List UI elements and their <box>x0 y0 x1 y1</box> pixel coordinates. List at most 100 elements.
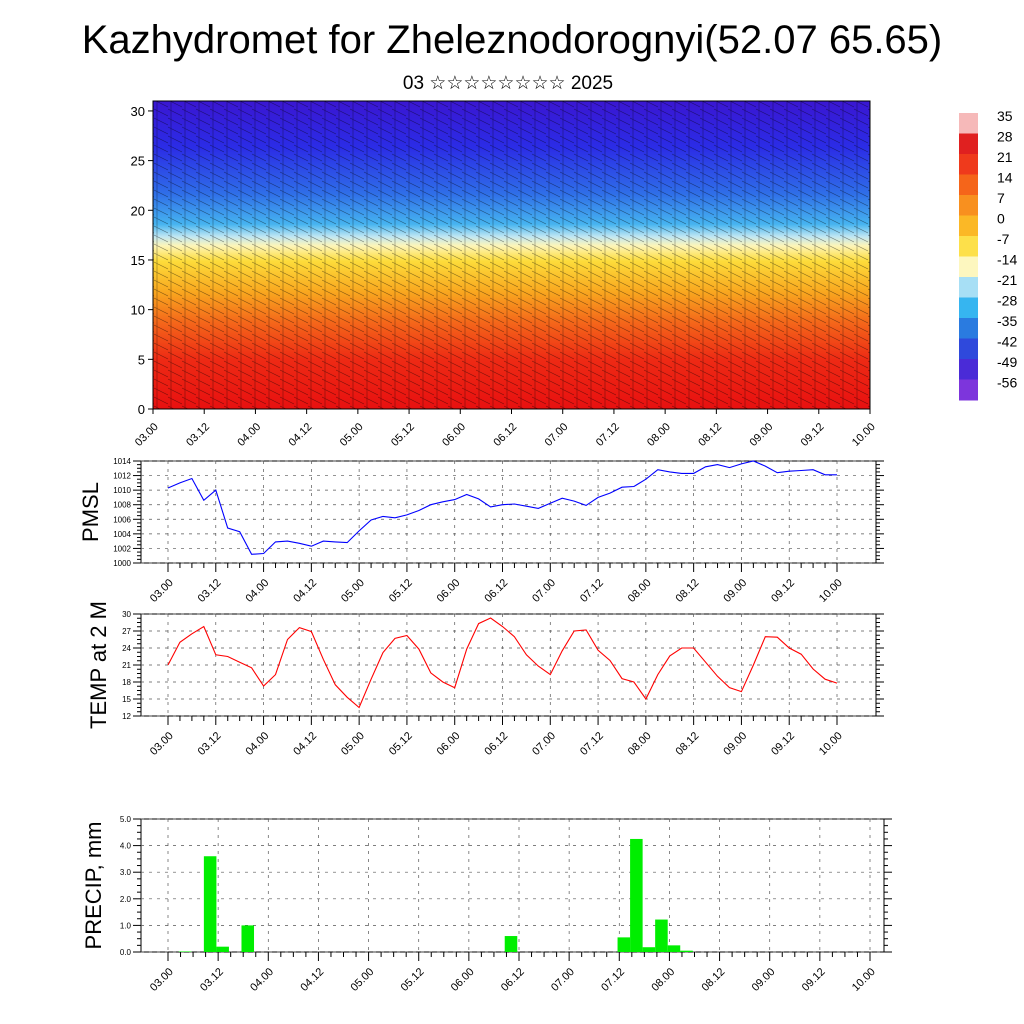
y-tick-label: 5 <box>138 352 145 367</box>
colorbar-swatch <box>959 359 978 380</box>
x-tick-label: 04.00 <box>243 730 271 758</box>
colorbar-label: 35 <box>997 108 1013 124</box>
colorbar-label: -7 <box>997 231 1010 247</box>
x-tick-label: 07.00 <box>530 730 558 758</box>
y-tick-label: 1002 <box>113 544 131 553</box>
x-tick-label: 07.12 <box>599 966 627 994</box>
x-tick-label: 04.12 <box>291 730 319 758</box>
colorbar-swatch <box>959 277 978 298</box>
colorbar-swatch <box>959 133 978 155</box>
colorbar-label: -49 <box>997 354 1017 370</box>
y-tick-label: 21 <box>122 661 131 670</box>
colorbar-swatch <box>959 379 978 401</box>
temperature-cross-section-panel: 0 5 10 15 20 25 30 03.00 03.12 04.00 04.12 05.00 05.… <box>131 100 878 449</box>
x-tick-label: 08.12 <box>674 577 702 605</box>
y-tick-label: 5.0 <box>120 815 132 824</box>
x-tick-label: 08.00 <box>626 577 654 605</box>
colorbar-swatch <box>959 236 978 257</box>
plot-frame <box>140 460 877 564</box>
x-tick-label: 09.12 <box>769 577 797 605</box>
temp-2m-panel: 12 15 18 21 24 27 30 03.00 03.12 04.00 04.12 05.00 0… <box>86 601 884 758</box>
x-tick-label: 04.00 <box>235 421 263 449</box>
x-tick-label: 03.00 <box>148 730 176 758</box>
x-tick-label: 05.12 <box>387 577 415 605</box>
y-tick-label: 0.0 <box>120 948 132 957</box>
colorbar-label: 7 <box>997 190 1005 206</box>
x-tick-label: 04.00 <box>248 966 276 994</box>
x-tick-label: 03.00 <box>133 421 161 449</box>
x-tick-label: 06.00 <box>449 966 477 994</box>
x-tick-label: 09.00 <box>750 966 778 994</box>
series-line <box>167 460 837 555</box>
colorbar-label: 21 <box>997 149 1013 165</box>
x-tick-label: 06.12 <box>482 730 510 758</box>
x-tick-label: 05.12 <box>387 730 415 758</box>
x-tick-label: 05.12 <box>389 421 417 449</box>
precip-bar <box>680 950 693 952</box>
x-tick-label: 06.12 <box>482 577 510 605</box>
x-tick-label: 03.00 <box>148 577 176 605</box>
x-tick-label: 09.00 <box>747 421 775 449</box>
y-tick-label: 24 <box>122 644 131 653</box>
x-tick-label: 08.12 <box>674 730 702 758</box>
x-tick-label: 06.00 <box>440 421 468 449</box>
x-tick-label: 08.00 <box>626 730 654 758</box>
y-tick-label: 1000 <box>113 559 131 568</box>
x-tick-label: 05.00 <box>339 577 367 605</box>
colorbar-swatch <box>959 256 978 278</box>
x-tick-label: 05.00 <box>348 966 376 994</box>
precip-panel: 0.0 1.0 2.0 3.0 4.0 5.0 03.00 03.12 04.00 04.12 05… <box>81 815 892 994</box>
y-tick-label: 1010 <box>113 486 131 495</box>
x-tick-label: 03.12 <box>198 966 226 994</box>
y-tick-label: 15 <box>122 695 131 704</box>
y-tick-label: 0 <box>138 402 145 417</box>
x-tick-label: 09.00 <box>721 577 749 605</box>
x-tick-label: 06.12 <box>499 966 527 994</box>
y-tick-label: 15 <box>131 253 145 268</box>
y-tick-label: 10 <box>131 303 145 318</box>
x-tick-label: 06.12 <box>491 421 519 449</box>
x-tick-label: 07.00 <box>549 966 577 994</box>
y-tick-label: 1004 <box>113 530 131 539</box>
y-tick-label: 1006 <box>113 515 131 524</box>
wind-vector-field <box>153 101 870 409</box>
colorbar-swatch <box>959 215 978 237</box>
x-tick-label: 04.12 <box>291 577 319 605</box>
y-axis-label: PRECIP, mm <box>81 822 106 950</box>
y-tick-label: 1012 <box>113 472 131 481</box>
y-tick-label: 20 <box>131 203 145 218</box>
x-tick-label: 06.00 <box>435 577 463 605</box>
y-tick-label: 1014 <box>113 457 131 466</box>
x-tick-label: 10.00 <box>850 966 878 994</box>
x-tick-label: 10.00 <box>817 577 845 605</box>
precip-bar <box>655 919 668 952</box>
x-tick-label: 07.12 <box>578 730 606 758</box>
y-tick-label: 27 <box>122 627 131 636</box>
colorbar-swatch <box>959 338 978 360</box>
chart-title: Kazhydromet for Zheleznodorognyi(52.07 6… <box>81 18 943 62</box>
x-tick-label: 08.12 <box>696 421 724 449</box>
y-tick-label: 1008 <box>113 501 131 510</box>
x-tick-label: 09.12 <box>799 421 827 449</box>
colorbar-swatch <box>959 195 978 216</box>
x-tick-label: 04.12 <box>287 421 315 449</box>
x-tick-label: 08.00 <box>645 421 673 449</box>
colorbar-label: 0 <box>997 211 1005 227</box>
precip-bar <box>504 936 518 952</box>
x-tick-label: 08.12 <box>699 966 727 994</box>
x-tick-label: 03.12 <box>196 730 224 758</box>
x-tick-label: 10.00 <box>850 421 878 449</box>
x-tick-label: 07.12 <box>594 421 622 449</box>
precip-bar <box>667 945 681 952</box>
x-tick-label: 05.12 <box>399 966 427 994</box>
y-tick-label: 2.0 <box>120 895 132 904</box>
colorbar-label: -14 <box>997 252 1017 268</box>
x-tick-label: 09.00 <box>721 730 749 758</box>
x-tick-label: 08.00 <box>649 966 677 994</box>
y-tick-label: 1.0 <box>120 921 132 930</box>
x-tick-label: 07.00 <box>530 577 558 605</box>
chart-date-subtitle: 03 ☆☆☆☆☆☆☆☆ 2025 <box>402 73 614 94</box>
y-tick-label: 30 <box>122 610 131 619</box>
y-axis-label: TEMP at 2 M <box>86 601 111 729</box>
